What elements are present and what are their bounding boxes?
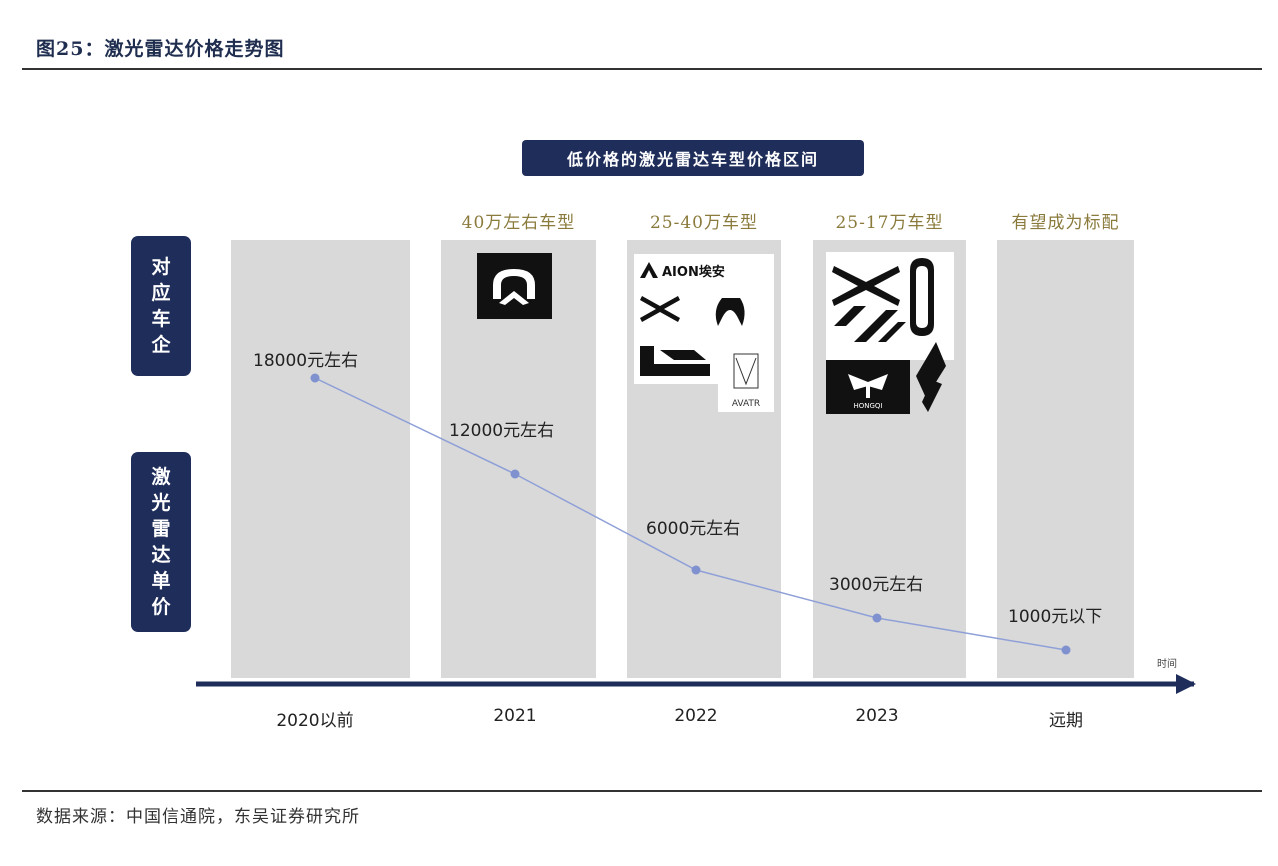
row-label-char: 单 (151, 570, 171, 592)
price-data-label: 18000元左右 (253, 351, 359, 371)
price-data-label: 3000元左右 (829, 575, 924, 595)
segment-label: 25-17万车型 (835, 213, 944, 233)
x-tick-label: 2023 (855, 706, 899, 726)
row-label-char: 企 (151, 334, 171, 356)
figure-title: 图25：激光雷达价格走势图 (36, 38, 285, 60)
row-label-lidar-price: 激光雷达单价 (131, 452, 191, 632)
segment-label: 40万左右车型 (461, 213, 576, 233)
svg-text:AVATR: AVATR (732, 399, 760, 409)
x-tick-label: 2021 (493, 706, 537, 726)
x-tick-label: 2022 (674, 706, 718, 726)
row-label-char: 光 (151, 492, 171, 514)
jiyue-logo (834, 306, 906, 342)
logo-cluster-2023 (826, 252, 954, 360)
bottom-rule (22, 790, 1262, 792)
wm-logo (715, 298, 745, 326)
feifan-logo (912, 340, 948, 414)
row-label-char: 价 (151, 596, 171, 618)
row-label-char: 车 (151, 308, 171, 330)
row-label-automakers: 对应车企 (131, 236, 191, 376)
price-point (691, 565, 701, 575)
price-data-label: 6000元左右 (646, 519, 741, 539)
x-tick-label: 2020以前 (276, 711, 354, 731)
period-band-0 (231, 240, 410, 678)
x-tick-label: 远期 (1049, 711, 1083, 731)
row-label-char: 对 (151, 256, 171, 278)
price-point (510, 469, 520, 479)
top-rule (22, 68, 1262, 70)
nio-logo (477, 253, 552, 319)
period-band-4 (997, 240, 1134, 678)
xpeng-logo (640, 296, 680, 322)
price-data-label: 12000元左右 (449, 421, 555, 441)
row-label-char: 激 (151, 466, 171, 488)
price-point (872, 613, 882, 623)
avatr-logo: AVATR (718, 350, 774, 412)
lixiang-logo (640, 346, 710, 376)
row-label-char: 雷 (151, 518, 171, 540)
price-point (310, 373, 320, 383)
row-label-char: 应 (151, 282, 171, 304)
xpeng-logo-2023 (832, 266, 900, 306)
chart-title-chip: 低价格的激光雷达车型价格区间 (522, 140, 864, 176)
aion-logo (640, 262, 658, 278)
data-source-note: 数据来源：中国信通院，东吴证券研究所 (36, 807, 360, 827)
aion-logo-text: AION埃安 (662, 264, 725, 280)
hongqi-logo: HONGQI (826, 360, 910, 414)
segment-label: 25-40万车型 (649, 213, 758, 233)
x-axis-label: 时间 (1157, 659, 1177, 670)
svg-text:HONGQI: HONGQI (853, 402, 882, 410)
price-data-label: 1000元以下 (1008, 607, 1103, 627)
price-point (1061, 645, 1071, 655)
segment-label: 有望成为标配 (1011, 213, 1120, 233)
row-label-char: 达 (151, 544, 171, 566)
zeekr-logo (910, 258, 934, 336)
